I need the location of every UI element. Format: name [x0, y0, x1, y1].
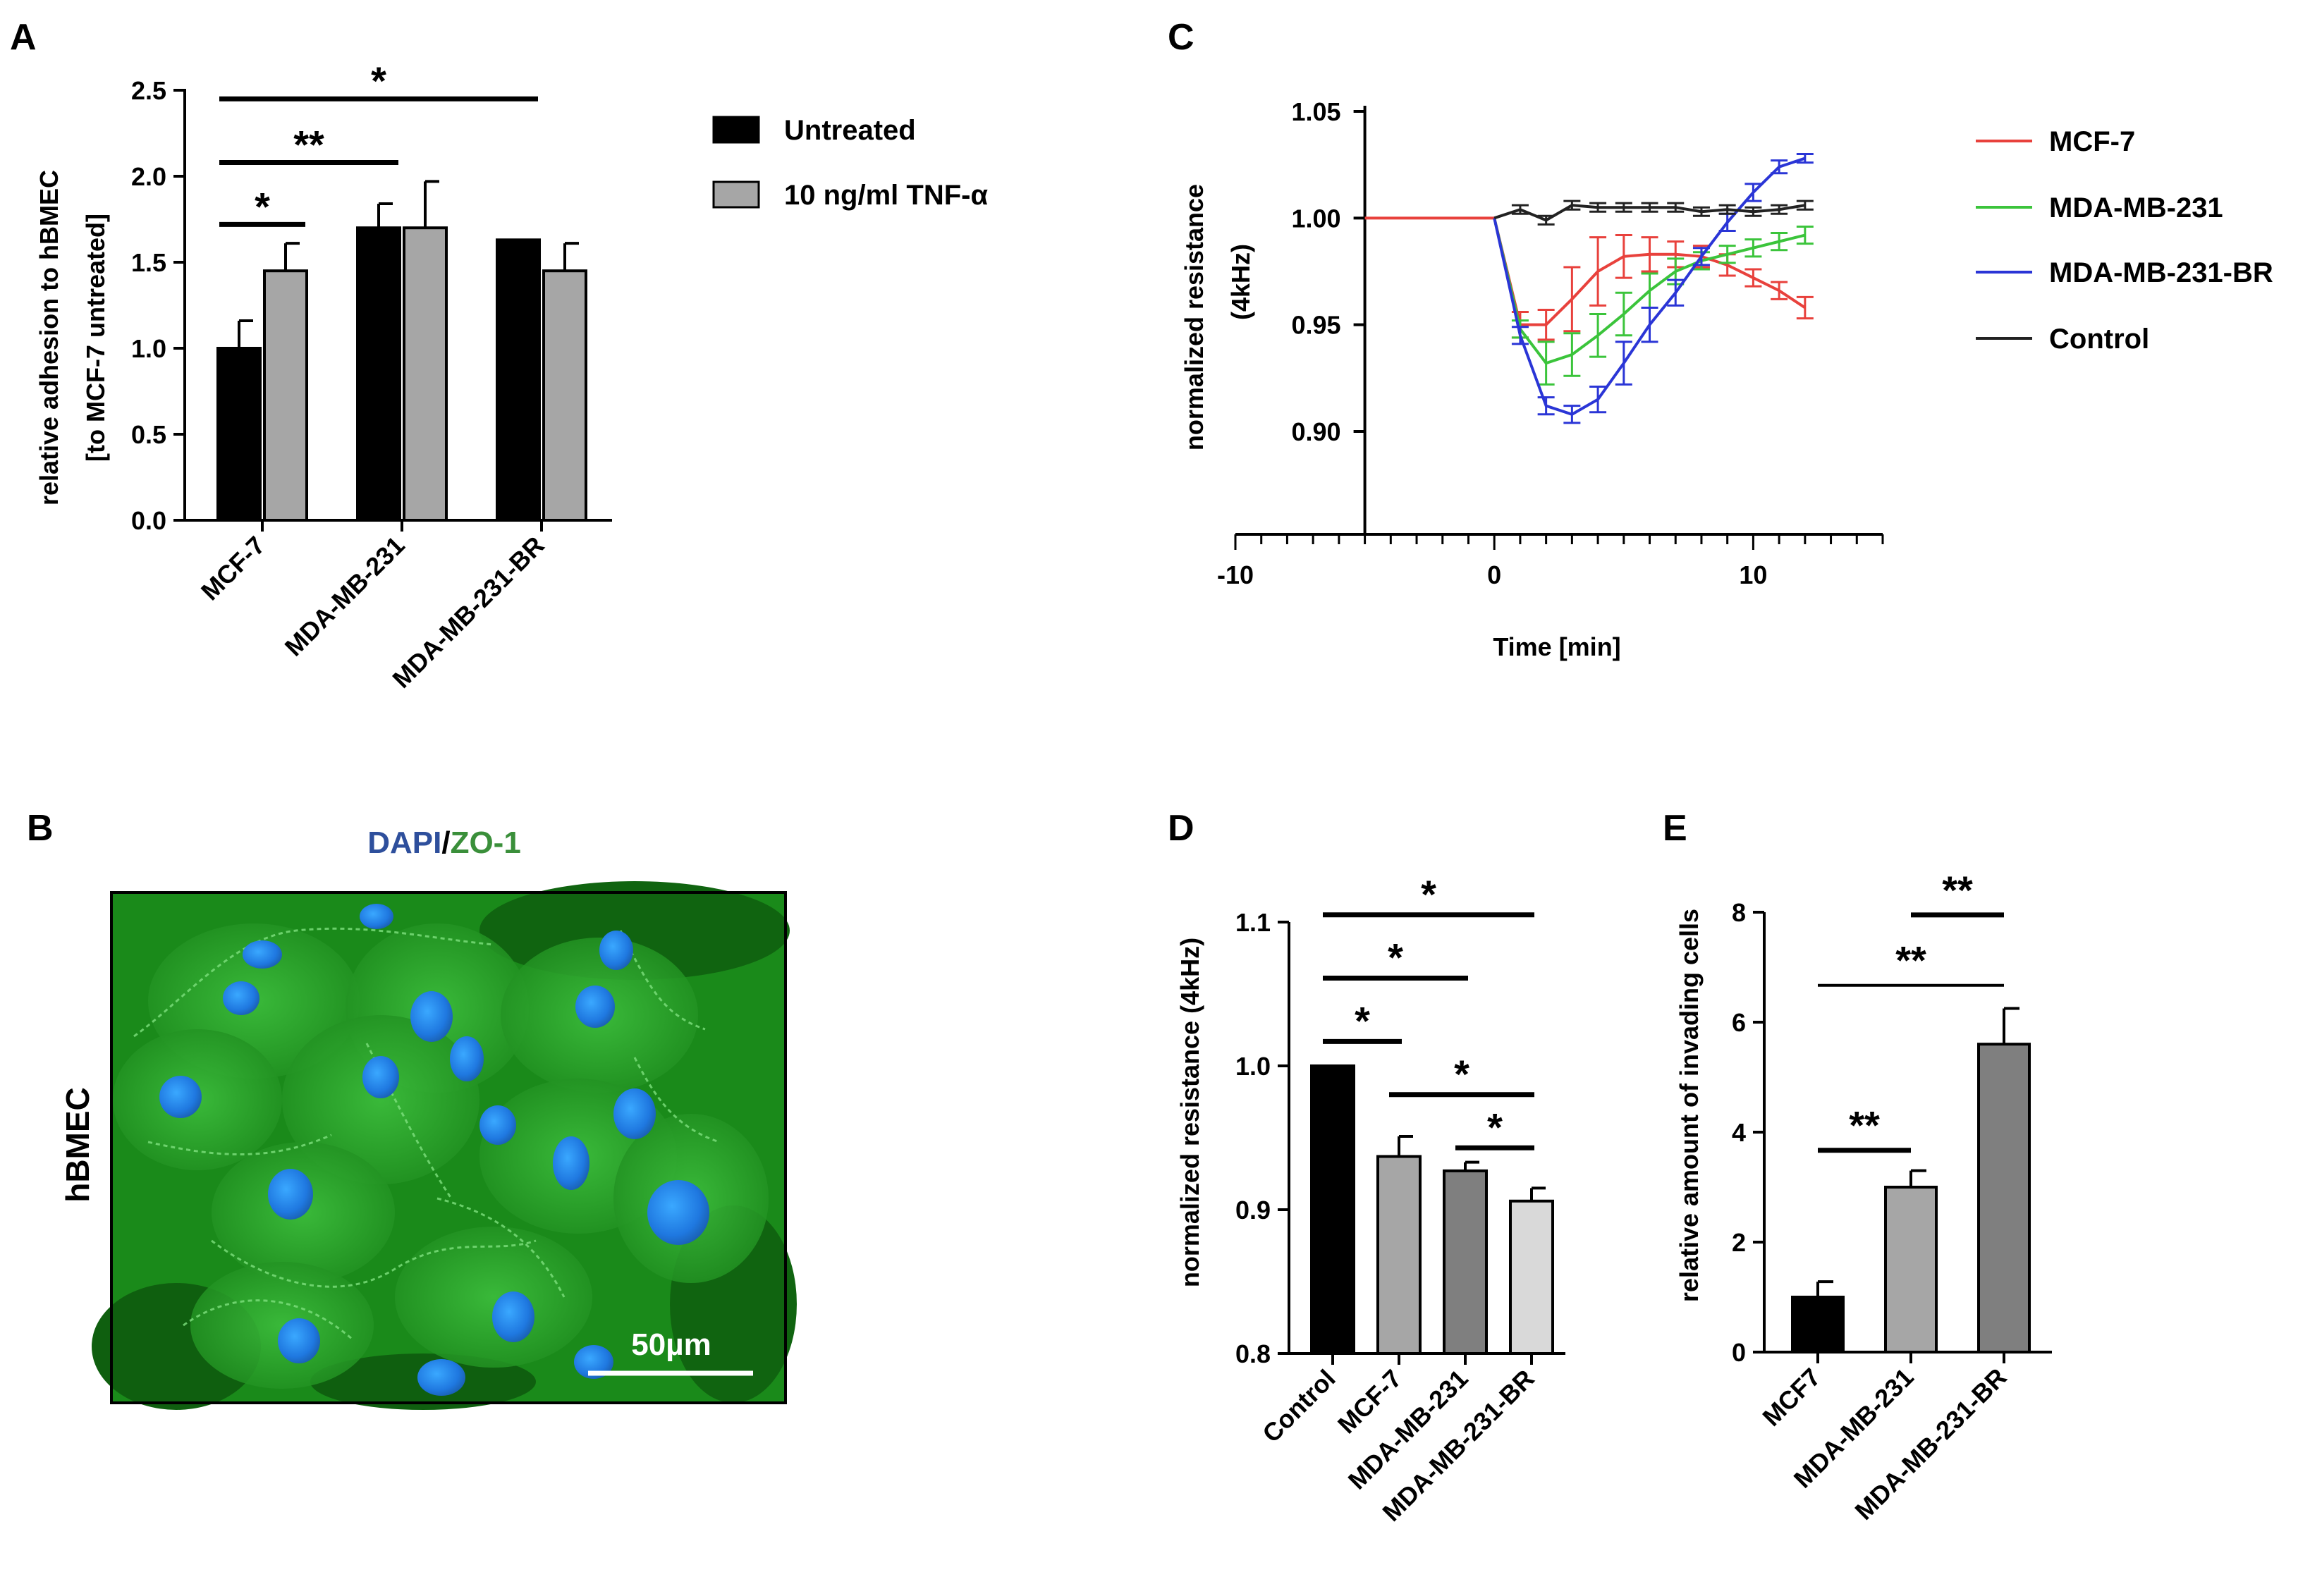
- chart-d-ytick-label: 0.8: [1235, 1339, 1271, 1368]
- chart-d-significance-label: *: [1388, 935, 1403, 980]
- chart-a-xtick-label: MDA-MB-231-BR: [386, 531, 549, 694]
- chart-d: normalized resistance (4kHz) 0.8 0.9 1.0 1.…: [1175, 872, 1565, 1527]
- legend-c-label-mdamb231: MDA-MB-231: [2049, 192, 2223, 223]
- chart-d-ytick-label: 1.0: [1235, 1052, 1271, 1081]
- chart-a-ytick-label: 1.0: [131, 334, 166, 363]
- chart-c-ytick-label: 1.00: [1292, 204, 1341, 233]
- chart-a-xtick-label: MCF-7: [195, 531, 271, 606]
- microscopy-panel: DAPI/ZO-1 hBMEC: [59, 825, 797, 1410]
- chart-d-significance-label: *: [1355, 998, 1370, 1043]
- chart-a-bar-untreated-mcf-7: [216, 347, 262, 522]
- chart-e-significance-label: **: [1895, 938, 1926, 983]
- chart-c-ytick-label: 1.05: [1292, 97, 1341, 126]
- chart-e-significance-label: **: [1849, 1103, 1880, 1148]
- chart-e-significance-label: **: [1942, 868, 1973, 912]
- chart-c-xtick-label: 0: [1487, 560, 1501, 589]
- chart-c-xlabel: Time [min]: [1493, 632, 1620, 661]
- chart-d-bar-mda-mb-231-br: [1509, 1199, 1554, 1356]
- chart-a-significance-label: *: [371, 59, 386, 103]
- chart-c: normalized resistance (4kHz) Time [min] …: [1180, 97, 2273, 661]
- chart-c-xtick-label: 10: [1739, 560, 1767, 589]
- chart-d-significance-label: *: [1454, 1052, 1469, 1096]
- chart-a-ytick-label: 2.0: [131, 162, 166, 191]
- chart-d-ytick-label: 0.9: [1235, 1196, 1271, 1224]
- chart-e-bar-mda-mb-231: [1884, 1186, 1938, 1353]
- chart-c-ylabel-line2: (4kHz): [1226, 244, 1255, 320]
- chart-e-ytick-label: 4: [1732, 1118, 1746, 1147]
- chart-e-bar-mcf7: [1791, 1296, 1845, 1353]
- chart-a-ytick-label: 2.5: [131, 76, 166, 105]
- zo1-label: ZO-1: [451, 825, 521, 860]
- chart-a-significance-label: **: [293, 122, 324, 166]
- chart-c-xtick-label: -10: [1217, 560, 1254, 589]
- chart-c-ylabel-line1: normalized resistance: [1180, 184, 1209, 450]
- chart-a-ytick-label: 0.0: [131, 506, 166, 535]
- chart-c-ytick-label: 0.90: [1292, 417, 1341, 446]
- legend-c-label-control: Control: [2049, 324, 2149, 355]
- chart-e-ytick-label: 6: [1732, 1008, 1746, 1037]
- microscopy-title: DAPI/ZO-1: [367, 825, 521, 860]
- chart-e-ytick-label: 2: [1732, 1228, 1746, 1257]
- chart-a-significance-label: *: [255, 184, 270, 228]
- chart-e-ylabel: relative amount of invading cells: [1675, 909, 1704, 1302]
- chart-d-significance-label: *: [1421, 872, 1436, 916]
- chart-a-bar-10-ng-ml-tnf-mcf-7: [263, 269, 308, 522]
- panel-d-letter: D: [1168, 808, 1194, 849]
- panel-a-letter: A: [10, 17, 37, 58]
- panel-e-letter: E: [1663, 808, 1687, 849]
- chart-a: relative adhesion to hBMEC [to MCF-7 unt…: [35, 59, 988, 694]
- micrograph-image: [92, 881, 797, 1410]
- legend-a-swatch-untreated: [712, 116, 760, 144]
- legend-c-label-mdamb231br: MDA-MB-231-BR: [2049, 257, 2273, 288]
- legend-a-swatch-tnf: [712, 180, 760, 209]
- dapi-label: DAPI: [367, 825, 441, 860]
- chart-d-bar-mda-mb-231: [1443, 1169, 1488, 1356]
- chart-d-ylabel: normalized resistance (4kHz): [1175, 938, 1204, 1287]
- chart-d-bar-mcf-7: [1376, 1155, 1422, 1356]
- legend-a-label-tnf: 10 ng/ml TNF-α: [784, 180, 988, 211]
- title-separator: /: [441, 825, 450, 860]
- chart-d-significance-label: *: [1487, 1105, 1503, 1149]
- chart-e-ytick-label: 0: [1732, 1338, 1746, 1367]
- chart-e-ytick-label: 8: [1732, 898, 1746, 927]
- chart-a-ytick-label: 1.5: [131, 248, 166, 277]
- chart-a-bar-10-ng-ml-tnf-mda-mb-231-br: [542, 269, 587, 522]
- chart-a-bar-untreated-mda-mb-231-br: [496, 238, 541, 522]
- chart-a-ytick-label: 0.5: [131, 420, 166, 449]
- chart-c-ytick-label: 0.95: [1292, 311, 1341, 340]
- chart-d-bar-control: [1310, 1064, 1355, 1355]
- panel-c-letter: C: [1168, 17, 1194, 58]
- chart-d-ytick-label: 1.1: [1235, 908, 1271, 937]
- scale-bar-label: 50µm: [631, 1327, 711, 1362]
- chart-a-bar-10-ng-ml-tnf-mda-mb-231: [403, 226, 448, 522]
- legend-c-label-mcf7: MCF-7: [2049, 126, 2135, 157]
- chart-a-ylabel-line1: relative adhesion to hBMEC: [35, 170, 63, 505]
- chart-a-bar-untreated-mda-mb-231: [356, 226, 401, 522]
- chart-e: relative amount of invading cells 0 2 4 6 8 M…: [1675, 868, 2052, 1526]
- chart-a-ylabel-line2: [to MCF-7 untreated]: [81, 214, 110, 462]
- chart-d-xtick-label: Control: [1257, 1364, 1340, 1448]
- hbmec-row-label: hBMEC: [59, 1087, 96, 1203]
- legend-a-label-untreated: Untreated: [784, 115, 916, 146]
- chart-e-bar-mda-mb-231-br: [1977, 1043, 2031, 1353]
- chart-e-xtick-label: MCF7: [1756, 1363, 1826, 1432]
- panel-b-letter: B: [27, 808, 54, 849]
- chart-a-xtick-label: MDA-MB-231: [279, 531, 410, 662]
